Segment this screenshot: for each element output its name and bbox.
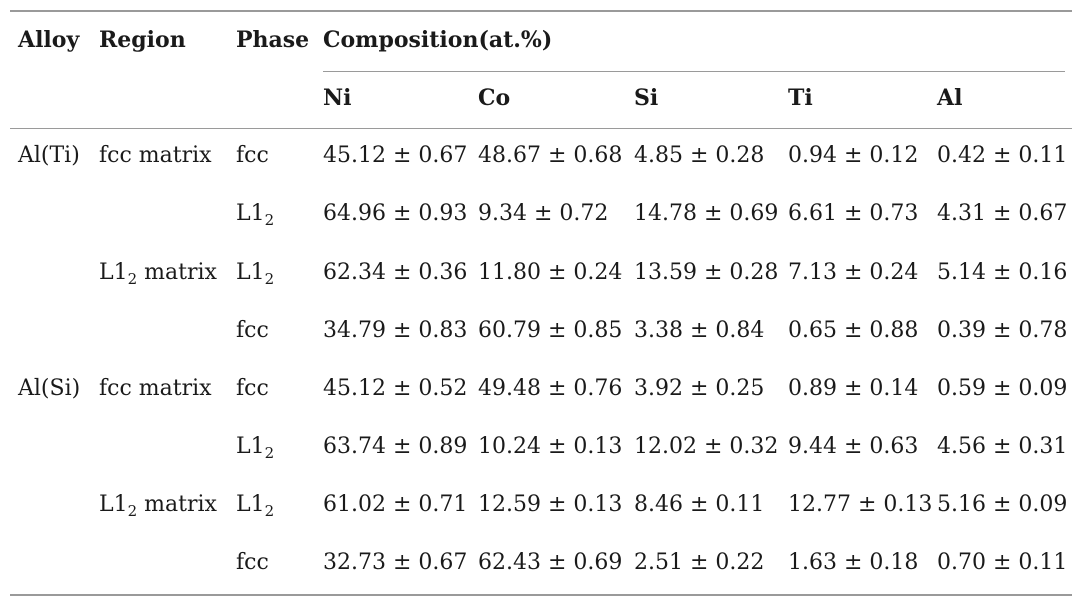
- header-alloy: Alloy: [18, 27, 80, 53]
- cell-phase: fcc: [236, 550, 269, 575]
- cell-ti: 12.77 ± 0.13: [788, 492, 933, 517]
- cell-ti: 1.63 ± 0.18: [788, 550, 919, 575]
- cell-phase: L12: [236, 434, 275, 462]
- header-co: Co: [478, 85, 511, 111]
- table-header-rule: [10, 128, 1072, 129]
- cell-co: 48.67 ± 0.68: [478, 143, 623, 168]
- header-si: Si: [634, 85, 659, 111]
- cell-ti: 7.13 ± 0.24: [788, 260, 919, 285]
- cell-al: 0.70 ± 0.11: [937, 550, 1068, 575]
- cell-ni: 45.12 ± 0.67: [323, 143, 468, 168]
- cell-al: 4.56 ± 0.31: [937, 434, 1068, 459]
- cell-phase: fcc: [236, 376, 269, 401]
- table-top-rule: [10, 10, 1072, 12]
- cell-phase: fcc: [236, 143, 269, 168]
- cell-region: L12 matrix: [99, 492, 217, 520]
- cell-co: 9.34 ± 0.72: [478, 201, 609, 226]
- cell-al: 5.16 ± 0.09: [937, 492, 1068, 517]
- cell-al: 4.31 ± 0.67: [937, 201, 1068, 226]
- cell-al: 5.14 ± 0.16: [937, 260, 1068, 285]
- cell-ti: 0.89 ± 0.14: [788, 376, 919, 401]
- cell-al: 0.39 ± 0.78: [937, 318, 1068, 343]
- cell-co: 60.79 ± 0.85: [478, 318, 623, 343]
- cell-region: fcc matrix: [99, 376, 212, 401]
- cell-ni: 45.12 ± 0.52: [323, 376, 468, 401]
- cell-ti: 6.61 ± 0.73: [788, 201, 919, 226]
- cell-si: 13.59 ± 0.28: [634, 260, 779, 285]
- cell-region: fcc matrix: [99, 143, 212, 168]
- cell-si: 4.85 ± 0.28: [634, 143, 765, 168]
- table-bottom-rule: [10, 594, 1072, 596]
- cell-si: 8.46 ± 0.11: [634, 492, 765, 517]
- header-composition: Composition(at.%): [323, 27, 553, 53]
- cell-al: 0.42 ± 0.11: [937, 143, 1068, 168]
- cell-si: 3.38 ± 0.84: [634, 318, 765, 343]
- header-al: Al: [937, 85, 963, 111]
- cell-phase: L12: [236, 201, 275, 229]
- cell-co: 62.43 ± 0.69: [478, 550, 623, 575]
- cell-phase: L12: [236, 260, 275, 288]
- cell-ni: 32.73 ± 0.67: [323, 550, 468, 575]
- cell-ti: 9.44 ± 0.63: [788, 434, 919, 459]
- cell-co: 11.80 ± 0.24: [478, 260, 623, 285]
- cell-al: 0.59 ± 0.09: [937, 376, 1068, 401]
- cell-alloy: Al(Si): [18, 376, 81, 401]
- cell-ni: 63.74 ± 0.89: [323, 434, 468, 459]
- cell-co: 10.24 ± 0.13: [478, 434, 623, 459]
- cell-ni: 34.79 ± 0.83: [323, 318, 468, 343]
- cell-si: 3.92 ± 0.25: [634, 376, 765, 401]
- cell-region: L12 matrix: [99, 260, 217, 288]
- cell-ni: 61.02 ± 0.71: [323, 492, 468, 517]
- composition-header-rule: [323, 71, 1065, 72]
- cell-phase: L12: [236, 492, 275, 520]
- cell-phase: fcc: [236, 318, 269, 343]
- cell-co: 12.59 ± 0.13: [478, 492, 623, 517]
- cell-ti: 0.65 ± 0.88: [788, 318, 919, 343]
- cell-si: 12.02 ± 0.32: [634, 434, 779, 459]
- header-region: Region: [99, 27, 186, 53]
- cell-alloy: Al(Ti): [18, 143, 80, 168]
- cell-ni: 64.96 ± 0.93: [323, 201, 468, 226]
- header-ni: Ni: [323, 85, 352, 111]
- cell-co: 49.48 ± 0.76: [478, 376, 623, 401]
- cell-si: 14.78 ± 0.69: [634, 201, 779, 226]
- cell-si: 2.51 ± 0.22: [634, 550, 765, 575]
- cell-ni: 62.34 ± 0.36: [323, 260, 468, 285]
- header-ti: Ti: [788, 85, 813, 111]
- header-phase: Phase: [236, 27, 310, 53]
- cell-ti: 0.94 ± 0.12: [788, 143, 919, 168]
